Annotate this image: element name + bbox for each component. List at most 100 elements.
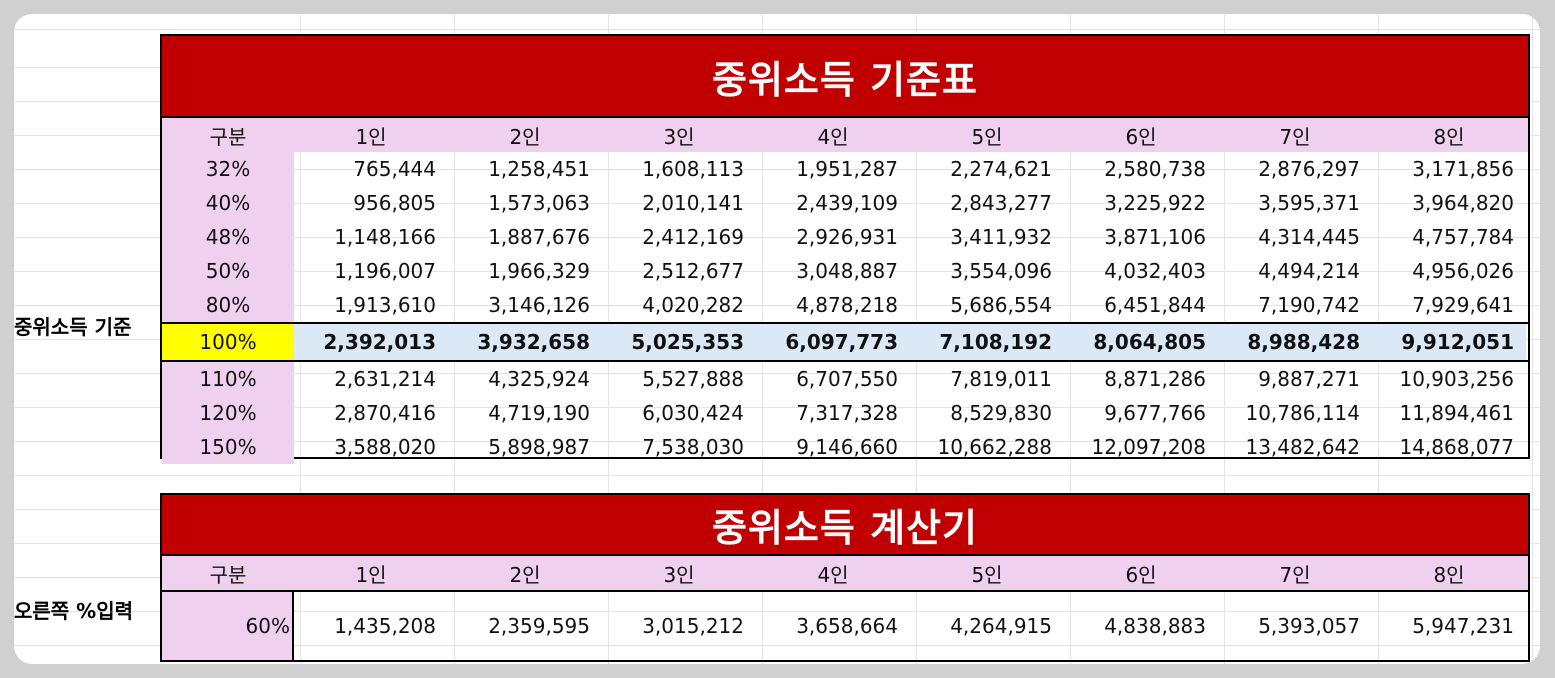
table-cell[interactable]: 8,529,830 — [950, 401, 1052, 425]
table-cell[interactable]: 1,966,329 — [488, 259, 590, 283]
row-percent-cell[interactable]: 40% — [162, 186, 294, 220]
table-cell[interactable]: 3,048,887 — [796, 259, 898, 283]
table-cell[interactable]: 2,870,416 — [334, 401, 436, 425]
table-cell[interactable]: 8,871,286 — [1104, 367, 1206, 391]
table-cell[interactable]: 14,868,077 — [1399, 435, 1514, 459]
table-cell[interactable]: 6,030,424 — [642, 401, 744, 425]
table-cell[interactable]: 5,527,888 — [642, 367, 744, 391]
table-cell[interactable]: 10,662,288 — [937, 435, 1052, 459]
header-1p[interactable]: 1인 — [355, 562, 387, 587]
table-cell[interactable]: 9,887,271 — [1258, 367, 1360, 391]
table-cell[interactable]: 3,554,096 — [950, 259, 1052, 283]
table-cell[interactable]: 2,631,214 — [334, 367, 436, 391]
table-cell[interactable]: 3,225,922 — [1104, 191, 1206, 215]
header-7p[interactable]: 7인 — [1279, 124, 1311, 149]
table-cell[interactable]: 4,757,784 — [1412, 225, 1514, 249]
table-cell[interactable]: 4,878,218 — [796, 293, 898, 317]
table-cell[interactable]: 4,956,026 — [1412, 259, 1514, 283]
table-cell[interactable]: 1,148,166 — [334, 225, 436, 249]
table-cell[interactable]: 7,317,328 — [796, 401, 898, 425]
row-percent-cell[interactable]: 32% — [162, 152, 294, 186]
table-cell[interactable]: 9,146,660 — [796, 435, 898, 459]
header-5p[interactable]: 5인 — [971, 562, 1003, 587]
table-cell[interactable]: 1,913,610 — [334, 293, 436, 317]
table-cell[interactable]: 5,686,554 — [950, 293, 1052, 317]
table-cell[interactable]: 2,512,677 — [642, 259, 744, 283]
header-2p[interactable]: 2인 — [509, 562, 541, 587]
table-cell[interactable]: 1,951,287 — [796, 157, 898, 181]
table-cell[interactable]: 9,677,766 — [1104, 401, 1206, 425]
row-percent-cell[interactable]: 80% — [162, 288, 294, 322]
table-cell[interactable]: 1,887,676 — [488, 225, 590, 249]
result-cell[interactable]: 4,838,883 — [1104, 614, 1206, 638]
table-cell[interactable]: 6,097,773 — [756, 324, 910, 360]
header-4p[interactable]: 4인 — [817, 562, 849, 587]
result-cell[interactable]: 5,947,231 — [1412, 614, 1514, 638]
header-2p[interactable]: 2인 — [509, 124, 541, 149]
table-cell[interactable]: 3,411,932 — [950, 225, 1052, 249]
table-cell[interactable]: 6,451,844 — [1104, 293, 1206, 317]
table-cell[interactable]: 4,494,214 — [1258, 259, 1360, 283]
table-cell[interactable]: 5,898,987 — [488, 435, 590, 459]
result-cell[interactable]: 5,393,057 — [1258, 614, 1360, 638]
table-cell[interactable]: 2,580,738 — [1104, 157, 1206, 181]
table-cell[interactable]: 3,871,106 — [1104, 225, 1206, 249]
table-cell[interactable]: 9,912,051 — [1372, 324, 1526, 360]
header-8p[interactable]: 8인 — [1433, 124, 1465, 149]
header-7p[interactable]: 7인 — [1279, 562, 1311, 587]
table-cell[interactable]: 2,439,109 — [796, 191, 898, 215]
table-cell[interactable]: 4,719,190 — [488, 401, 590, 425]
table-cell[interactable]: 1,196,007 — [334, 259, 436, 283]
table-cell[interactable]: 1,258,451 — [488, 157, 590, 181]
table-cell[interactable]: 7,108,192 — [910, 324, 1064, 360]
table-cell[interactable]: 4,020,282 — [642, 293, 744, 317]
table-cell[interactable]: 3,932,658 — [448, 324, 602, 360]
table-cell[interactable]: 2,876,297 — [1258, 157, 1360, 181]
table-cell[interactable]: 6,707,550 — [796, 367, 898, 391]
table-cell[interactable]: 2,843,277 — [950, 191, 1052, 215]
header-category[interactable]: 구분 — [209, 124, 247, 149]
table-cell[interactable]: 11,894,461 — [1399, 401, 1514, 425]
table-cell[interactable]: 2,392,013 — [294, 324, 448, 360]
table-cell[interactable]: 13,482,642 — [1245, 435, 1360, 459]
table-cell[interactable]: 956,805 — [353, 191, 436, 215]
table-cell[interactable]: 7,538,030 — [642, 435, 744, 459]
table-cell[interactable]: 3,595,371 — [1258, 191, 1360, 215]
table-cell[interactable]: 4,032,403 — [1104, 259, 1206, 283]
row-percent-cell[interactable]: 110% — [162, 362, 294, 396]
row-percent-cell[interactable]: 150% — [162, 430, 294, 464]
header-3p[interactable]: 3인 — [663, 124, 695, 149]
table-cell[interactable]: 765,444 — [353, 157, 436, 181]
header-1p[interactable]: 1인 — [355, 124, 387, 149]
table-cell[interactable]: 1,573,063 — [488, 191, 590, 215]
table-cell[interactable]: 3,588,020 — [334, 435, 436, 459]
header-category[interactable]: 구분 — [209, 562, 247, 587]
header-8p[interactable]: 8인 — [1433, 562, 1465, 587]
row-percent-cell[interactable]: 50% — [162, 254, 294, 288]
percent-input-cell[interactable]: 60% — [162, 592, 294, 660]
result-cell[interactable]: 2,359,595 — [488, 614, 590, 638]
table-cell[interactable]: 8,988,428 — [1218, 324, 1372, 360]
table-cell[interactable]: 2,010,141 — [642, 191, 744, 215]
table-cell[interactable]: 2,274,621 — [950, 157, 1052, 181]
table-cell[interactable]: 7,190,742 — [1258, 293, 1360, 317]
header-3p[interactable]: 3인 — [663, 562, 695, 587]
table-cell[interactable]: 12,097,208 — [1091, 435, 1206, 459]
table-cell[interactable]: 5,025,353 — [602, 324, 756, 360]
result-cell[interactable]: 4,264,915 — [950, 614, 1052, 638]
table-cell[interactable]: 3,146,126 — [488, 293, 590, 317]
header-6p[interactable]: 6인 — [1125, 562, 1157, 587]
table-cell[interactable]: 10,786,114 — [1245, 401, 1360, 425]
table-cell[interactable]: 4,314,445 — [1258, 225, 1360, 249]
result-cell[interactable]: 3,015,212 — [642, 614, 744, 638]
table-cell[interactable]: 3,171,856 — [1412, 157, 1514, 181]
header-5p[interactable]: 5인 — [971, 124, 1003, 149]
table-cell[interactable]: 8,064,805 — [1064, 324, 1218, 360]
table-cell[interactable]: 1,608,113 — [642, 157, 744, 181]
row-percent-cell[interactable]: 48% — [162, 220, 294, 254]
table-cell[interactable]: 3,964,820 — [1412, 191, 1514, 215]
row-percent-cell[interactable]: 100% — [162, 324, 294, 360]
result-cell[interactable]: 3,658,664 — [796, 614, 898, 638]
row-percent-cell[interactable]: 120% — [162, 396, 294, 430]
table-cell[interactable]: 10,903,256 — [1399, 367, 1514, 391]
